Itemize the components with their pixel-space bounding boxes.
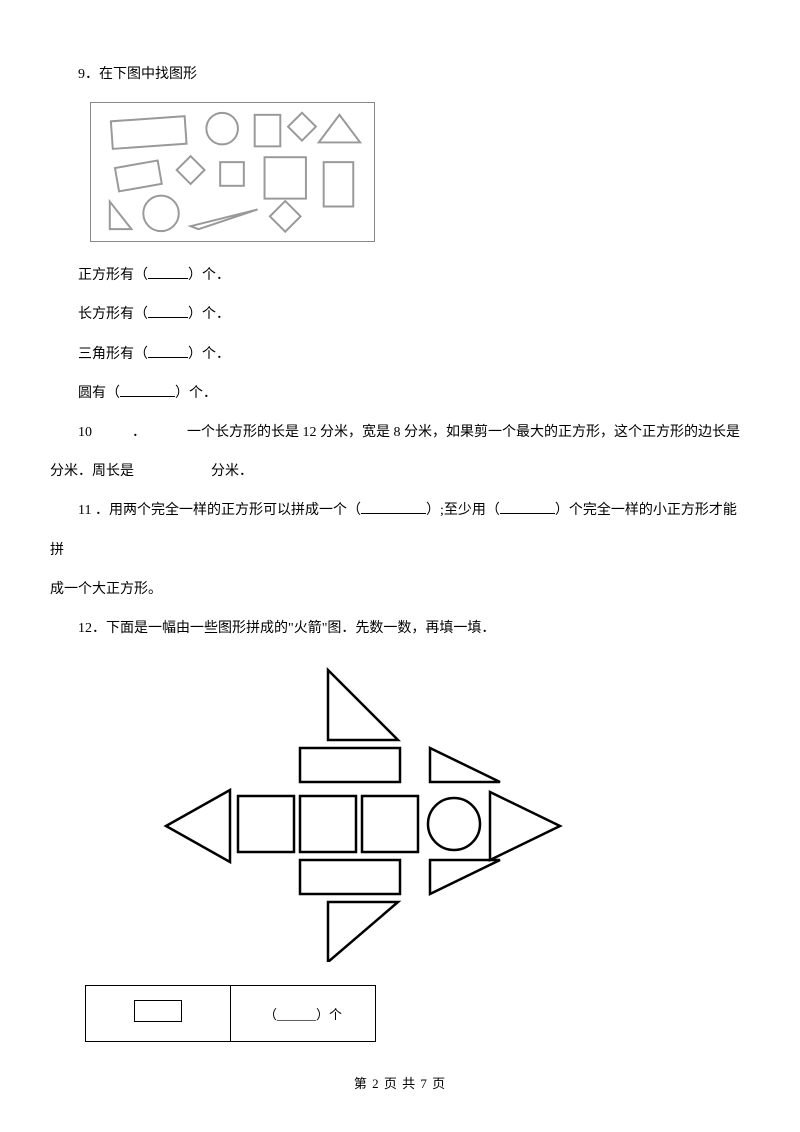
q11-mid: ）;至少用（ xyxy=(426,503,500,518)
q10-dot: ． xyxy=(132,413,187,452)
blank[interactable] xyxy=(361,500,426,514)
blank[interactable] xyxy=(148,344,188,358)
rectangle-icon xyxy=(134,1000,182,1022)
q9-suffix: ）个． xyxy=(188,347,230,362)
q9-line-tri: 三角形有（ ）个． xyxy=(50,335,750,374)
blank[interactable] xyxy=(148,304,188,318)
q9-label-rect: 长方形有（ xyxy=(78,307,148,322)
blank[interactable] xyxy=(120,383,175,397)
q12-rocket-figure xyxy=(110,662,570,967)
q12-answer-table: （______）个 xyxy=(85,985,376,1042)
q11-line1: 11 ．用两个完全一样的正方形可以拼成一个（）;至少用（）个完全一样的小正方形才… xyxy=(50,491,750,569)
q10-line1: 10 ． 一个长方形的长是 12 分米，宽是 8 分米，如果剪一个最大的正方形，… xyxy=(50,413,750,452)
q11-prefix: 11 ．用两个完全一样的正方形可以拼成一个（ xyxy=(78,503,361,518)
q9-suffix: ）个． xyxy=(175,386,217,401)
q9-line-rect: 长方形有（ ）个． xyxy=(50,295,750,334)
blank[interactable] xyxy=(500,500,555,514)
table-cell-count[interactable]: （______）个 xyxy=(231,986,376,1042)
q12-prompt: 12．下面是一幅由一些图形拼成的"火箭"图．先数一数，再填一填． xyxy=(50,609,750,648)
q9-shapes-figure xyxy=(90,102,375,242)
q11-line2: 成一个大正方形。 xyxy=(50,570,750,609)
q9-prompt: 9．在下图中找图形 xyxy=(50,55,750,94)
q9-label-square: 正方形有（ xyxy=(78,268,148,283)
table-row: （______）个 xyxy=(86,986,376,1042)
q9-label-circle: 圆有（ xyxy=(78,386,120,401)
q9-suffix: ）个． xyxy=(188,268,230,283)
q9-line-circle: 圆有（ ）个． xyxy=(50,374,750,413)
page-footer: 第 2 页 共 7 页 xyxy=(0,1073,800,1092)
q9-suffix: ）个． xyxy=(188,307,230,322)
q10-text-b: 分米．周长是 xyxy=(50,464,134,479)
table-cell-shape xyxy=(86,986,231,1042)
q9-label-tri: 三角形有（ xyxy=(78,347,148,362)
q10-number: 10 xyxy=(50,413,132,452)
q10-line2: 分米．周长是 分米． xyxy=(50,452,750,491)
q9-line-square: 正方形有（ ）个． xyxy=(50,256,750,295)
blank[interactable] xyxy=(148,265,188,279)
q10-text-c: 分米． xyxy=(211,464,253,479)
q10-text-a: 一个长方形的长是 12 分米，宽是 8 分米，如果剪一个最大的正方形，这个正方形… xyxy=(187,413,750,452)
